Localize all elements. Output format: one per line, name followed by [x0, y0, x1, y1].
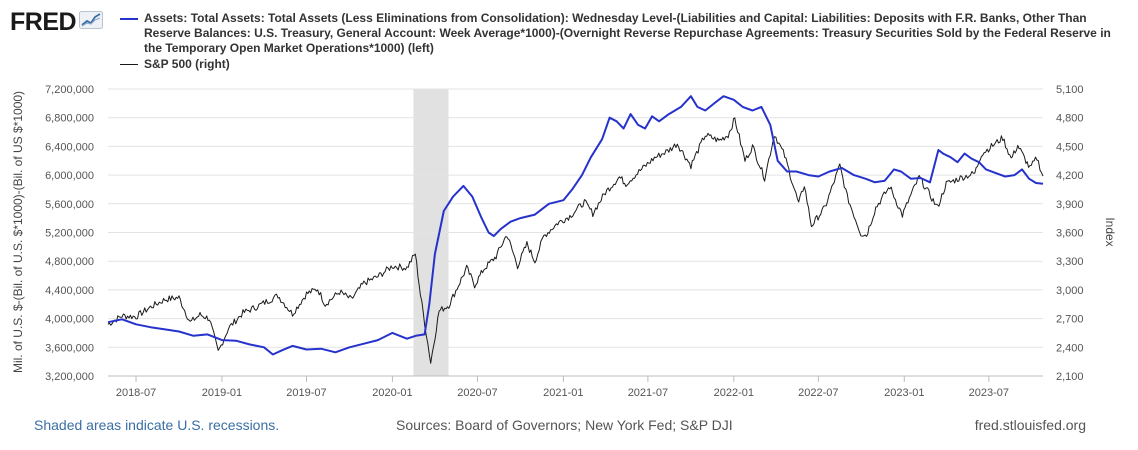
site-link[interactable]: fred.stlouisfed.org — [974, 417, 1086, 433]
x-tick-label: 2023-01 — [884, 387, 924, 399]
right-tick-label: 3,600 — [1056, 228, 1084, 240]
left-axis-ticks: 3,200,000 3,600,000 4,000,000 4,400,000 4,80… — [45, 84, 94, 383]
series-layer — [107, 95, 1044, 364]
sp500-series-line — [107, 117, 1044, 364]
right-tick-label: 3,300 — [1056, 256, 1084, 268]
logo-text: FRED — [10, 8, 77, 36]
x-tick-label: 2019-01 — [202, 387, 242, 399]
legend-item-assets[interactable]: Assets: Total Assets: Total Assets (Less… — [120, 11, 1120, 56]
left-tick-label: 5,600,000 — [45, 199, 94, 211]
legend-swatch-sp500 — [120, 64, 138, 65]
left-tick-label: 6,000,000 — [45, 170, 94, 182]
left-tick-label: 6,800,000 — [45, 113, 94, 125]
left-tick-label: 3,600,000 — [45, 342, 94, 354]
x-tick-label: 2021-07 — [628, 387, 668, 399]
assets-series-line — [107, 95, 1044, 356]
x-tick-label: 2022-07 — [798, 387, 838, 399]
left-tick-label: 5,200,000 — [45, 228, 94, 240]
left-tick-label: 4,000,000 — [45, 314, 94, 326]
x-tick-label: 2018-07 — [116, 387, 156, 399]
legend-item-sp500[interactable]: S&P 500 (right) — [120, 57, 1120, 72]
right-tick-label: 4,200 — [1056, 170, 1084, 182]
recession-note-link[interactable]: Shaded areas indicate U.S. recessions. — [34, 417, 280, 433]
line-chart: 3,200,000 3,600,000 4,000,000 4,400,000 4,80… — [11, 84, 1117, 399]
x-tick-label: 2023-07 — [969, 387, 1009, 399]
right-axis-label: Index — [1103, 217, 1117, 246]
right-tick-label: 3,000 — [1056, 285, 1084, 297]
legend-label-assets: Assets: Total Assets: Total Assets (Less… — [144, 11, 1111, 55]
chart-header: FRED Assets: Total Assets: Total Assets … — [0, 0, 1138, 80]
left-tick-label: 7,200,000 — [45, 84, 94, 96]
x-axis-ticks: 2018-07 2019-01 2019-07 2020-01 2020-07 2021-… — [116, 376, 1009, 399]
right-tick-label: 4,800 — [1056, 113, 1084, 125]
right-axis-ticks: 2,100 2,400 2,700 3,000 3,300 3,600 3,900 4,200… — [1056, 84, 1084, 383]
x-tick-label: 2019-07 — [286, 387, 326, 399]
sources-text: Sources: Board of Governors; New York Fe… — [396, 417, 733, 433]
x-tick-label: 2020-07 — [457, 387, 497, 399]
left-tick-label: 6,400,000 — [45, 141, 94, 153]
right-tick-label: 3,900 — [1056, 199, 1084, 211]
x-tick-label: 2022-01 — [714, 387, 754, 399]
right-tick-label: 2,400 — [1056, 342, 1084, 354]
trend-line-icon — [79, 11, 104, 34]
x-tick-label: 2020-01 — [372, 387, 412, 399]
chart-legend: Assets: Total Assets: Total Assets (Less… — [120, 11, 1120, 72]
fred-logo[interactable]: FRED — [10, 8, 104, 37]
left-tick-label: 4,800,000 — [45, 256, 94, 268]
x-tick-label: 2021-01 — [543, 387, 583, 399]
right-tick-label: 2,700 — [1056, 314, 1084, 326]
right-tick-label: 4,500 — [1056, 141, 1084, 153]
legend-label-sp500: S&P 500 (right) — [144, 57, 230, 71]
left-axis-label: Mil. of U.S. $-(Bil. of U.S. $*1000)-(Bi… — [11, 91, 25, 373]
grid-layer — [108, 88, 1043, 377]
left-tick-label: 4,400,000 — [45, 285, 94, 297]
left-tick-label: 3,200,000 — [45, 371, 94, 383]
right-tick-label: 5,100 — [1056, 84, 1084, 96]
right-tick-label: 2,100 — [1056, 371, 1084, 383]
legend-swatch-assets — [120, 18, 138, 20]
